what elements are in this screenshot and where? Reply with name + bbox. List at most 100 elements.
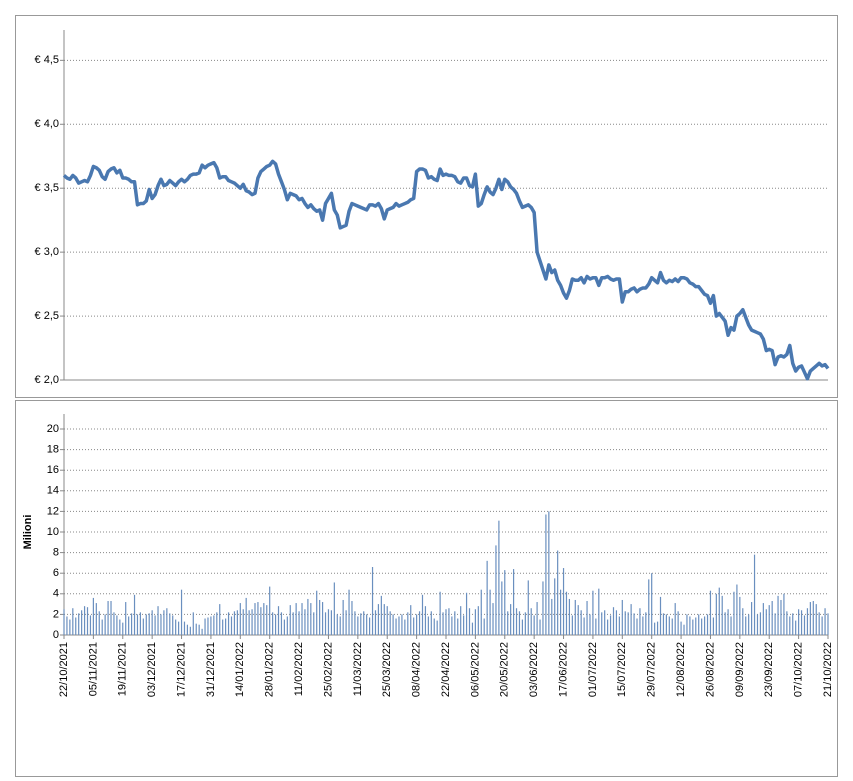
y-tick-label: 18: [47, 444, 59, 456]
bar: [289, 605, 291, 635]
y-tick-label: € 3,0: [35, 246, 59, 258]
bar: [589, 614, 591, 635]
bar: [316, 590, 318, 635]
bar: [607, 619, 609, 635]
bar: [609, 615, 612, 635]
bar: [745, 616, 747, 635]
bar: [363, 611, 365, 635]
bar: [292, 612, 294, 635]
bar: [122, 622, 124, 635]
bar: [780, 599, 782, 635]
y-axis-label: Milioni: [22, 515, 34, 550]
bar: [586, 601, 588, 635]
bar: [627, 612, 629, 635]
bar: [351, 601, 353, 635]
bar: [354, 611, 356, 635]
bar: [92, 597, 94, 635]
bar: [380, 595, 382, 635]
x-tick-label: 26/08/2022: [704, 642, 716, 697]
bar: [583, 617, 585, 635]
bar: [651, 573, 653, 635]
bar: [254, 603, 256, 635]
bar: [66, 616, 68, 635]
bar: [104, 614, 106, 635]
x-tick-label: 31/12/2021: [205, 642, 217, 697]
bar: [809, 602, 811, 635]
bar: [730, 616, 732, 635]
x-tick-label: 11/02/2022: [293, 642, 305, 696]
x-tick-label: 07/10/2022: [793, 642, 805, 697]
bar: [298, 611, 300, 635]
y-tick-label: 8: [53, 547, 59, 559]
bar: [783, 593, 785, 635]
bar: [166, 608, 168, 635]
bar: [542, 581, 544, 635]
x-tick-label: 01/07/2022: [587, 642, 599, 697]
bar: [774, 613, 776, 635]
x-tick-label: 08/04/2022: [411, 642, 423, 697]
bar: [286, 616, 288, 635]
bar: [172, 615, 174, 635]
bar: [451, 616, 453, 635]
bar: [324, 612, 327, 635]
y-tick-label: 10: [47, 526, 59, 538]
bar: [392, 614, 394, 635]
bar: [533, 615, 535, 635]
bar: [145, 614, 147, 635]
bar: [110, 601, 112, 635]
bar: [718, 587, 720, 635]
bar: [798, 609, 800, 635]
bar: [230, 616, 233, 635]
bar: [424, 606, 427, 635]
bar: [724, 612, 726, 635]
bar: [336, 614, 338, 635]
bar: [574, 599, 576, 635]
bar: [154, 615, 156, 635]
bar: [680, 621, 682, 635]
bar: [795, 620, 797, 635]
bar: [160, 614, 162, 635]
bar: [81, 610, 83, 635]
bar: [612, 607, 615, 635]
bar: [677, 611, 679, 635]
bar: [621, 599, 623, 635]
bar: [280, 612, 283, 635]
bar: [204, 618, 206, 635]
bar: [227, 612, 230, 635]
bar: [369, 617, 371, 635]
x-tick-label: 22/04/2022: [440, 642, 452, 697]
bar: [557, 550, 559, 635]
bar: [78, 613, 80, 635]
x-tick-label: 20/05/2022: [499, 642, 511, 697]
bar: [430, 611, 432, 635]
bar: [454, 611, 456, 635]
bar: [698, 614, 700, 635]
bar: [518, 611, 521, 635]
bar: [739, 596, 741, 635]
bar: [272, 612, 274, 635]
bar: [189, 626, 191, 635]
x-tick-label: 03/12/2021: [146, 642, 158, 697]
bar: [507, 611, 509, 635]
bar: [207, 617, 209, 635]
y-tick-label: 6: [53, 567, 59, 579]
bar: [210, 616, 212, 635]
x-tick-label: 21/10/2022: [822, 642, 834, 697]
bar: [460, 606, 462, 635]
x-tick-label: 23/09/2022: [763, 642, 775, 697]
bar: [178, 621, 180, 635]
bar: [416, 614, 418, 635]
bar: [445, 609, 447, 635]
bar: [733, 591, 735, 635]
bar: [213, 615, 215, 635]
bar: [277, 606, 280, 635]
bar: [492, 603, 494, 635]
bar: [348, 589, 350, 635]
bar: [283, 619, 285, 635]
bar: [339, 616, 341, 635]
bar: [759, 612, 762, 635]
bar: [686, 614, 688, 635]
bar: [404, 619, 406, 635]
bar: [562, 568, 565, 635]
